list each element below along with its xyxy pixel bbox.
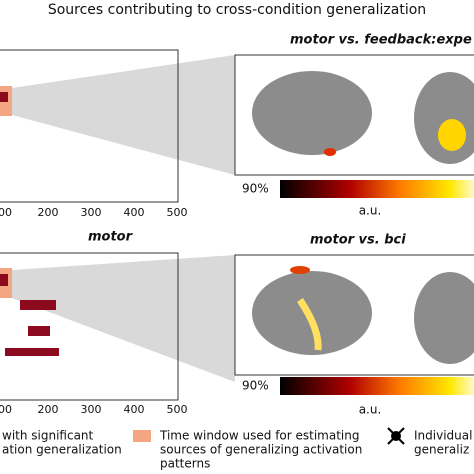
zoom-cone: [12, 55, 235, 175]
colorbar: [280, 377, 474, 395]
legend-text: generaliz: [414, 443, 469, 457]
colorbar: [280, 180, 474, 198]
x-ticks: 00 200 300 400 500: [0, 403, 188, 416]
tick-label: 300: [81, 403, 102, 416]
activation: [297, 298, 322, 351]
tick-label: 00: [0, 403, 12, 416]
colorbar-unit: a.u.: [359, 403, 382, 417]
activation: [438, 119, 466, 151]
legend-text: Individual: [414, 429, 472, 443]
activation: [290, 266, 310, 274]
tick-label: 200: [38, 403, 59, 416]
tick-label: 500: [167, 206, 188, 219]
tick-label: 300: [81, 206, 102, 219]
generalization-cluster: [0, 274, 8, 286]
brain-lateral: [252, 271, 372, 355]
legend-text: ation generalization: [2, 443, 122, 457]
brain-lateral: [252, 71, 372, 155]
zoom-cone: [12, 255, 235, 382]
cluster: [20, 300, 56, 310]
tick-label: 500: [167, 403, 188, 416]
legend-text: with significant: [2, 429, 94, 443]
generalization-clusters: [5, 300, 59, 356]
figure-title: Sources contributing to cross-condition …: [48, 2, 426, 18]
time-plot: [0, 49, 179, 203]
legend-text: patterns: [160, 457, 210, 471]
colorbar-min: 90%: [242, 379, 269, 393]
colorbar-unit: a.u.: [359, 204, 382, 218]
x-ticks: 00 200 300 400 500: [0, 206, 188, 219]
tick-label: 200: [38, 206, 59, 219]
activation: [324, 148, 336, 156]
legend-marker: [387, 427, 405, 445]
tick-label: 400: [124, 206, 145, 219]
time-plot: [0, 252, 179, 401]
legend-swatch: [133, 430, 151, 442]
tick-label: 00: [0, 206, 12, 219]
colorbar-min: 90%: [242, 182, 269, 196]
panel-title: motor vs. feedback:expe: [290, 33, 472, 48]
panel-title: motor vs. bci: [310, 233, 406, 248]
legend-text: sources of generalizing activation: [160, 443, 362, 457]
cluster: [28, 326, 50, 336]
legend-text: Time window used for estimating: [159, 429, 360, 443]
generalization-cluster: [0, 92, 8, 102]
panel-title: motor: [88, 230, 134, 245]
brain-medial: [414, 272, 474, 364]
cluster: [5, 348, 59, 356]
tick-label: 400: [124, 403, 145, 416]
